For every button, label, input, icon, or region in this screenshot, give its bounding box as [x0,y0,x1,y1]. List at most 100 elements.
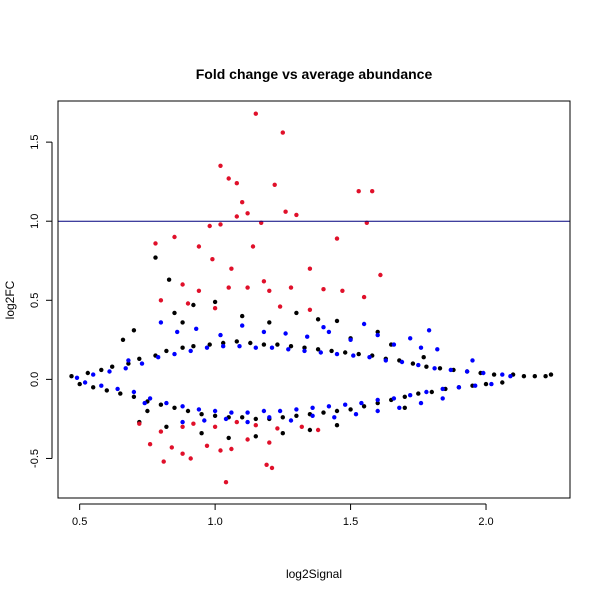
point-black-6 [110,364,115,369]
point-black-13 [158,402,164,407]
point-blue-42 [416,362,421,368]
point-black-19 [199,412,204,417]
point-red-7 [370,189,375,194]
point-red-47 [299,424,304,429]
point-red-63 [161,459,166,464]
point-red-4 [234,181,239,186]
point-black-36 [315,347,321,352]
point-blue-77 [288,418,294,423]
point-red-27 [196,288,202,293]
point-red-40 [307,307,313,312]
point-red-10 [283,209,288,214]
point-red-23 [229,266,234,271]
point-blue-15 [196,407,202,412]
point-blue-80 [353,412,359,417]
point-blue-52 [500,372,505,377]
point-black-15 [172,405,177,410]
point-red-59 [269,465,275,471]
point-black-31 [280,415,285,420]
point-black-62 [491,372,497,377]
points-layer [69,111,554,485]
series-red [137,111,383,485]
point-black-40 [343,350,348,355]
point-black-87 [280,431,285,436]
point-red-18 [153,241,158,246]
point-black-45 [375,400,380,406]
point-blue-2 [91,372,96,377]
point-blue-87 [321,325,326,330]
point-black-16 [180,345,185,350]
point-black-49 [402,394,407,399]
point-red-60 [223,480,229,485]
point-blue-67 [408,336,413,341]
point-black-73 [191,302,196,308]
point-blue-54 [158,320,164,325]
point-red-32 [321,287,326,292]
y-axis: -0.5 0.0 0.5 1.0 1.5 [29,134,53,468]
point-black-28 [261,342,267,347]
point-red-21 [250,244,256,249]
y-tick-label: 1.0 [29,214,41,229]
point-black-3 [91,385,96,390]
point-red-0 [253,111,258,116]
point-blue-10 [156,355,161,360]
point-red-9 [245,211,250,216]
point-blue-38 [383,358,388,363]
point-blue-59 [261,329,267,335]
point-black-54 [437,366,443,371]
point-blue-7 [131,389,137,395]
point-blue-58 [240,323,245,328]
point-blue-29 [310,405,315,410]
point-black-84 [199,431,204,436]
point-red-44 [234,419,239,425]
x-axis-title: log2Signal [286,567,342,581]
point-red-52 [188,456,193,461]
point-blue-51 [489,381,494,387]
point-red-57 [267,440,272,445]
point-red-24 [261,279,267,284]
point-black-43 [361,404,367,409]
point-black-66 [532,374,537,379]
point-blue-34 [351,353,356,358]
point-red-41 [180,424,185,429]
point-blue-37 [375,397,380,403]
point-black-71 [145,408,150,414]
point-black-38 [329,348,334,354]
point-red-36 [158,298,164,303]
point-black-79 [212,299,218,305]
point-red-11 [294,212,299,218]
point-blue-64 [361,321,367,327]
point-black-8 [126,361,131,366]
point-red-33 [340,288,345,293]
point-red-37 [185,301,191,306]
point-red-55 [229,446,234,452]
point-blue-71 [470,358,475,363]
point-red-13 [207,223,212,229]
point-blue-85 [142,400,147,406]
point-red-6 [356,189,361,194]
point-red-45 [253,423,258,428]
point-blue-46 [448,367,453,373]
point-red-22 [210,257,215,262]
point-black-94 [402,405,407,410]
point-black-85 [226,435,231,441]
point-blue-6 [123,366,128,371]
point-black-95 [421,355,426,360]
point-black-63 [500,380,505,385]
point-black-10 [137,356,142,361]
point-blue-69 [426,328,432,333]
point-blue-86 [126,358,131,363]
point-blue-39 [391,396,397,401]
point-blue-16 [204,345,210,350]
point-black-4 [99,367,104,373]
point-black-30 [275,342,280,347]
point-blue-53 [508,374,513,379]
point-black-18 [191,344,196,349]
point-black-76 [334,318,340,324]
point-red-38 [212,306,218,311]
point-black-65 [521,374,527,379]
point-blue-13 [180,404,185,409]
point-red-25 [307,266,313,271]
point-blue-33 [343,402,348,407]
